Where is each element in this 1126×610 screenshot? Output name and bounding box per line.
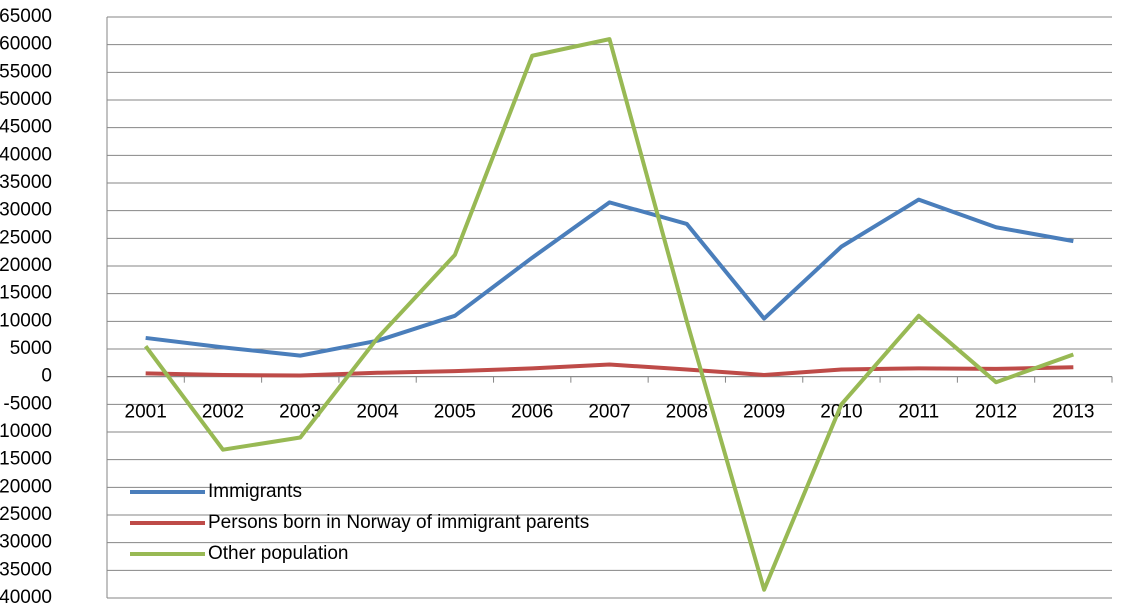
y-tick-label: 50000 xyxy=(0,89,52,110)
x-tick-label: 2002 xyxy=(202,402,244,423)
x-tick-label: 2012 xyxy=(975,402,1017,423)
y-tick-label: 45000 xyxy=(0,117,52,138)
x-tick-label: 2004 xyxy=(356,402,399,423)
x-tick-label: 2003 xyxy=(279,402,321,423)
x-tick-label: 2010 xyxy=(820,402,862,423)
y-tick-label: 65000 xyxy=(0,6,52,27)
legend-label: Persons born in Norway of immigrant pare… xyxy=(208,512,589,533)
x-tick-label: 2006 xyxy=(511,402,553,423)
y-tick-label: 5000 xyxy=(10,338,52,359)
legend-label: Other population xyxy=(208,543,349,564)
y-tick-label: 15000 xyxy=(0,283,52,304)
x-tick-label: 2013 xyxy=(1052,402,1094,423)
legend-label: Immigrants xyxy=(208,481,302,502)
y-tick-label: -30000 xyxy=(0,532,52,553)
series-line xyxy=(145,362,1074,378)
y-tick-label: 60000 xyxy=(0,34,52,55)
y-tick-label: 40000 xyxy=(0,144,52,165)
y-tick-label: 25000 xyxy=(0,227,52,248)
y-tick-label: -40000 xyxy=(0,587,52,608)
x-tick-label: 2007 xyxy=(588,402,630,423)
y-tick-label: -10000 xyxy=(0,421,52,442)
y-tick-label: -5000 xyxy=(3,393,52,414)
y-tick-label: 35000 xyxy=(0,172,52,193)
x-tick-label: 2001 xyxy=(125,402,167,423)
x-tick-label: 2005 xyxy=(434,402,476,423)
y-tick-label: -15000 xyxy=(0,449,52,470)
series-line xyxy=(145,197,1074,358)
x-tick-label: 2009 xyxy=(743,402,785,423)
y-tick-label: -25000 xyxy=(0,504,52,525)
series-line xyxy=(144,37,1075,592)
y-tick-label: -35000 xyxy=(0,559,52,580)
x-tick-label: 2008 xyxy=(666,402,708,423)
y-tick-label: 0 xyxy=(41,366,52,387)
y-tick-label: 10000 xyxy=(0,310,52,331)
y-tick-label: -20000 xyxy=(0,476,52,497)
y-tick-label: 20000 xyxy=(0,255,52,276)
y-tick-label: 30000 xyxy=(0,200,52,221)
y-tick-label: 55000 xyxy=(0,61,52,82)
x-tick-label: 2011 xyxy=(898,402,939,423)
